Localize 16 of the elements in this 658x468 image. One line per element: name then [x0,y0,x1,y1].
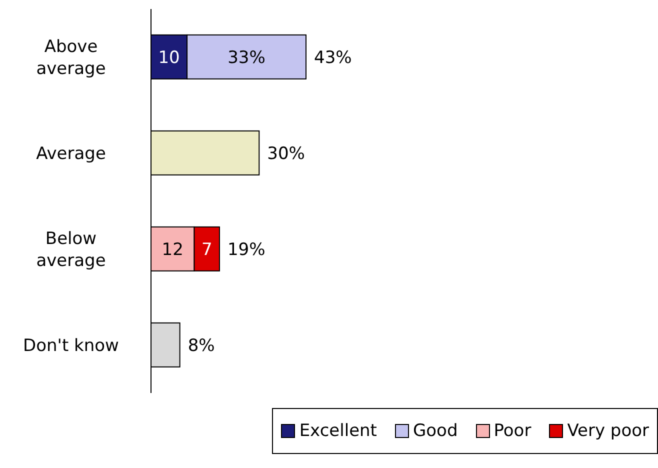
data-label: 7 [201,240,212,260]
data-label: 10 [158,48,180,68]
total-label: 30% [267,144,305,164]
legend-label: Very poor [566,421,649,441]
y-tick-label: Don't know [23,336,120,356]
total-label: 43% [314,48,352,68]
y-tick-label: Above average [36,37,106,79]
legend-label: Good [412,421,458,441]
legend-label: Excellent [298,421,377,441]
total-label: 19% [227,240,266,260]
legend-label: Poor [492,421,532,441]
y-tick-label: Average [36,144,106,164]
data-label: 33% [228,48,266,68]
y-tick-label: Below average [36,229,106,271]
data-label: 12 [162,240,184,260]
total-label: 8% [188,336,215,356]
